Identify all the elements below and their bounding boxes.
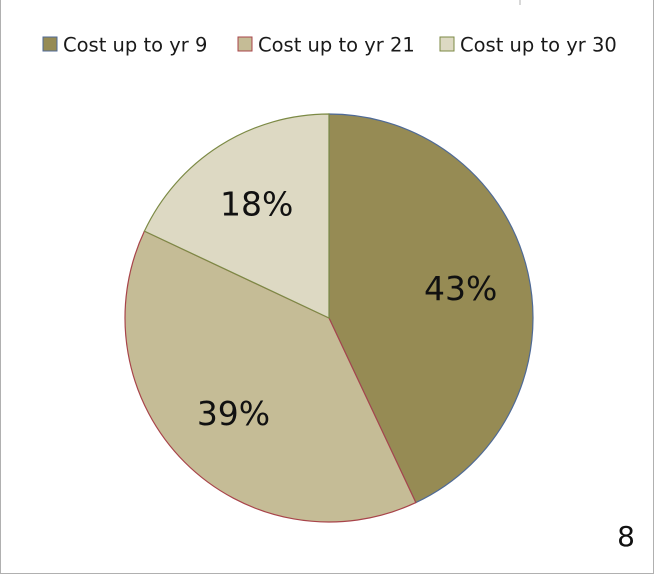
pie-slices [124,113,534,523]
legend-label-3: Cost up to yr 30 [460,34,617,57]
legend-swatch-1 [42,36,58,52]
slice-label-2: 39% [197,394,270,433]
pie-slice-1 [328,113,534,504]
slice-label-1: 43% [424,269,497,308]
page-number: 8 [617,520,635,553]
slice-label-3: 18% [220,185,293,224]
pie-slice-3 [143,113,330,319]
legend-label-1: Cost up to yr 9 [63,34,207,57]
legend-swatch-3 [439,36,455,52]
slice-labels: 43% 39% 18% [197,185,498,434]
legend-item-1: Cost up to yr 9 [42,34,207,57]
pie-slice-2 [124,230,417,523]
legend-item-3: Cost up to yr 30 [439,34,617,57]
legend-item-2: Cost up to yr 21 [237,34,415,57]
legend-swatch-2 [237,36,253,52]
legend-label-2: Cost up to yr 21 [258,34,415,57]
legend: Cost up to yr 9 Cost up to yr 21 Cost up t… [42,34,617,57]
